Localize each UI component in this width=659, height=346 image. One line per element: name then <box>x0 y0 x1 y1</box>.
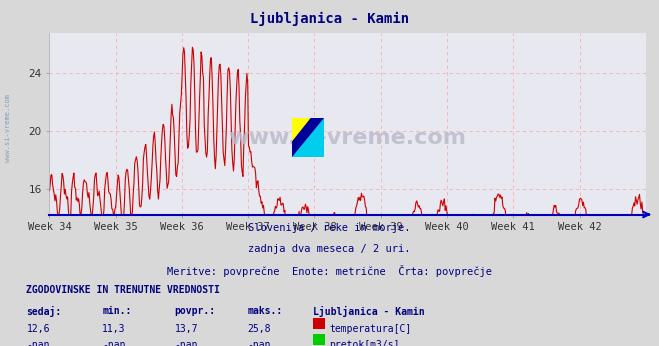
Text: maks.:: maks.: <box>247 306 282 316</box>
Text: 13,7: 13,7 <box>175 324 198 334</box>
Text: Ljubljanica - Kamin: Ljubljanica - Kamin <box>313 306 424 317</box>
Text: 11,3: 11,3 <box>102 324 126 334</box>
Text: min.:: min.: <box>102 306 132 316</box>
Text: 12,6: 12,6 <box>26 324 50 334</box>
Polygon shape <box>292 118 324 157</box>
Text: Meritve: povprečne  Enote: metrične  Črta: povprečje: Meritve: povprečne Enote: metrične Črta:… <box>167 265 492 277</box>
Text: temperatura[C]: temperatura[C] <box>330 324 412 334</box>
Text: 25,8: 25,8 <box>247 324 271 334</box>
Text: www.si-vreme.com: www.si-vreme.com <box>229 128 467 148</box>
Text: pretok[m3/s]: pretok[m3/s] <box>330 340 400 346</box>
Polygon shape <box>292 118 311 142</box>
Text: Slovenija / reke in morje.: Slovenija / reke in morje. <box>248 223 411 233</box>
Text: -nan: -nan <box>102 340 126 346</box>
Text: -nan: -nan <box>175 340 198 346</box>
Text: povpr.:: povpr.: <box>175 306 215 316</box>
Text: -nan: -nan <box>26 340 50 346</box>
Text: sedaj:: sedaj: <box>26 306 61 317</box>
Polygon shape <box>292 118 324 157</box>
Text: zadnja dva meseca / 2 uri.: zadnja dva meseca / 2 uri. <box>248 244 411 254</box>
Text: Ljubljanica - Kamin: Ljubljanica - Kamin <box>250 12 409 26</box>
Text: -nan: -nan <box>247 340 271 346</box>
Text: ZGODOVINSKE IN TRENUTNE VREDNOSTI: ZGODOVINSKE IN TRENUTNE VREDNOSTI <box>26 285 220 295</box>
Text: www.si-vreme.com: www.si-vreme.com <box>5 94 11 162</box>
